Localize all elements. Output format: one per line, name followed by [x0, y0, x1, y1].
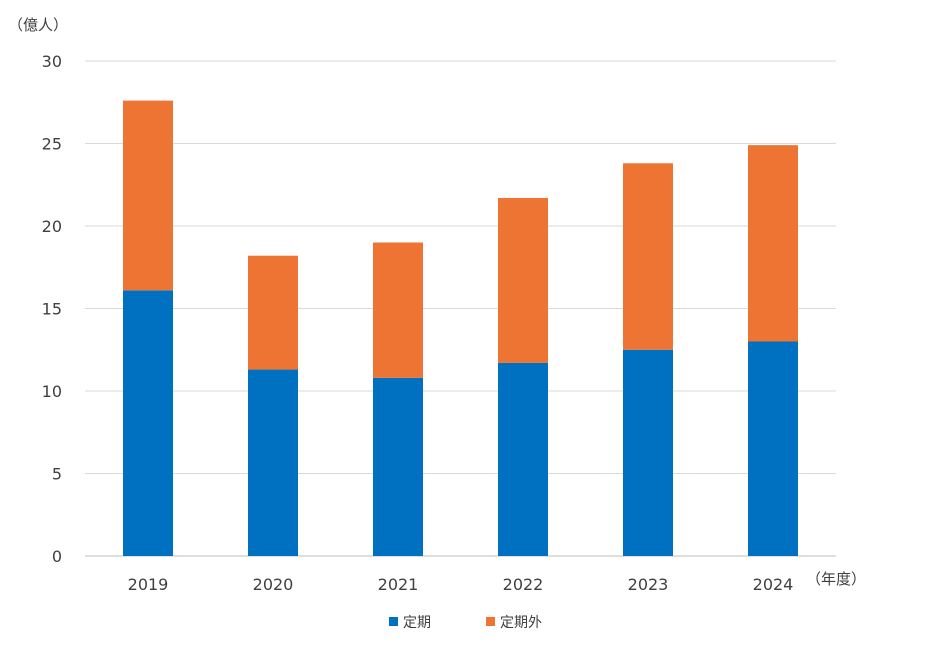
bar-segment-teikigai-2020	[248, 255, 298, 370]
bar-segment-teiki-2023	[623, 349, 673, 556]
y-tick-label: 15	[42, 300, 62, 319]
gridlines	[85, 60, 836, 557]
axes: （億人） （年度） 0 5 10 15 20 25 30 2019 2020 2021 2022 20…	[8, 16, 866, 594]
bar-segment-teikigai-2021	[373, 242, 423, 378]
y-tick-label: 20	[42, 217, 62, 236]
bar-segment-teiki-2024	[748, 341, 798, 556]
y-axis-unit-label: （億人）	[8, 16, 68, 34]
bar-segment-teikigai-2024	[748, 145, 798, 342]
bar-segment-teiki-2020	[248, 369, 298, 556]
bar-segment-teiki-2021	[373, 377, 423, 556]
x-tick-label: 2023	[628, 575, 669, 594]
x-tick-label: 2019	[128, 575, 169, 594]
legend-swatch	[389, 617, 398, 626]
bar-segment-teiki-2019	[123, 290, 173, 556]
x-tick-label: 2022	[503, 575, 544, 594]
x-axis-unit-label: （年度）	[806, 570, 866, 588]
bar-segment-teikigai-2022	[498, 197, 548, 363]
x-tick-label: 2021	[378, 575, 419, 594]
legend-label: 定期	[403, 615, 431, 631]
legend-label: 定期外	[500, 615, 542, 631]
bar-segment-teikigai-2023	[623, 163, 673, 350]
y-tick-label: 0	[52, 547, 62, 566]
x-tick-label: 2020	[253, 575, 294, 594]
bar-segment-teiki-2022	[498, 362, 548, 556]
y-tick-label: 25	[42, 135, 62, 154]
y-tick-label: 30	[42, 52, 62, 71]
legend: 定期 定期外	[389, 615, 542, 631]
bars	[123, 100, 798, 556]
legend-swatch	[486, 617, 495, 626]
bar-segment-teikigai-2019	[123, 100, 173, 291]
x-tick-label: 2024	[753, 575, 794, 594]
y-tick-label: 5	[52, 465, 62, 484]
y-tick-label: 10	[42, 382, 62, 401]
